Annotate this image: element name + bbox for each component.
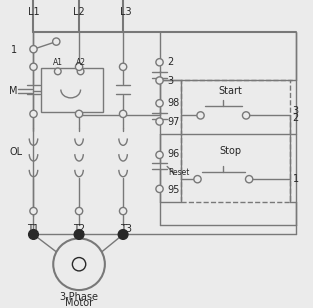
- Text: A2: A2: [75, 59, 85, 67]
- Text: 97: 97: [167, 117, 179, 127]
- Text: A1: A1: [53, 59, 63, 67]
- Text: Stop: Stop: [219, 146, 241, 156]
- Circle shape: [243, 112, 250, 119]
- Text: 2: 2: [293, 113, 299, 123]
- Circle shape: [77, 68, 84, 75]
- Text: 3-Phase: 3-Phase: [59, 292, 99, 302]
- Circle shape: [30, 110, 37, 118]
- Circle shape: [30, 207, 37, 215]
- Circle shape: [30, 63, 37, 71]
- Circle shape: [75, 110, 83, 118]
- Text: Reset: Reset: [169, 168, 190, 177]
- Circle shape: [156, 118, 163, 125]
- Circle shape: [74, 229, 84, 239]
- Circle shape: [120, 63, 127, 71]
- Circle shape: [194, 176, 201, 183]
- Text: T2: T2: [73, 224, 85, 234]
- Bar: [41, 68, 103, 112]
- Text: L3: L3: [120, 7, 132, 17]
- Circle shape: [53, 38, 60, 45]
- Circle shape: [120, 110, 127, 118]
- Circle shape: [120, 207, 127, 215]
- Circle shape: [156, 151, 163, 159]
- Bar: [181, 80, 290, 202]
- Text: L2: L2: [73, 7, 85, 17]
- Circle shape: [156, 99, 163, 107]
- Text: 96: 96: [167, 149, 179, 159]
- Circle shape: [156, 185, 163, 192]
- Circle shape: [156, 77, 163, 84]
- Circle shape: [28, 229, 38, 239]
- Circle shape: [72, 257, 86, 271]
- Text: Motor: Motor: [65, 298, 93, 308]
- Text: 95: 95: [167, 184, 179, 195]
- Text: Start: Start: [218, 86, 242, 96]
- Circle shape: [30, 46, 37, 53]
- Circle shape: [156, 59, 163, 66]
- Text: 1: 1: [293, 174, 299, 184]
- Circle shape: [75, 63, 83, 71]
- Text: 2: 2: [167, 57, 173, 67]
- Text: T1: T1: [28, 224, 39, 234]
- Text: OL: OL: [9, 147, 22, 157]
- Text: M: M: [9, 86, 18, 96]
- Text: L1: L1: [28, 7, 39, 17]
- Circle shape: [245, 176, 253, 183]
- Circle shape: [75, 207, 83, 215]
- Circle shape: [197, 112, 204, 119]
- Text: T3: T3: [120, 224, 132, 234]
- Circle shape: [53, 238, 105, 290]
- Text: 3: 3: [167, 76, 173, 86]
- Circle shape: [54, 68, 61, 75]
- Text: 3: 3: [293, 106, 299, 116]
- Text: 1: 1: [11, 45, 17, 55]
- Circle shape: [118, 229, 128, 239]
- Text: 98: 98: [167, 98, 179, 108]
